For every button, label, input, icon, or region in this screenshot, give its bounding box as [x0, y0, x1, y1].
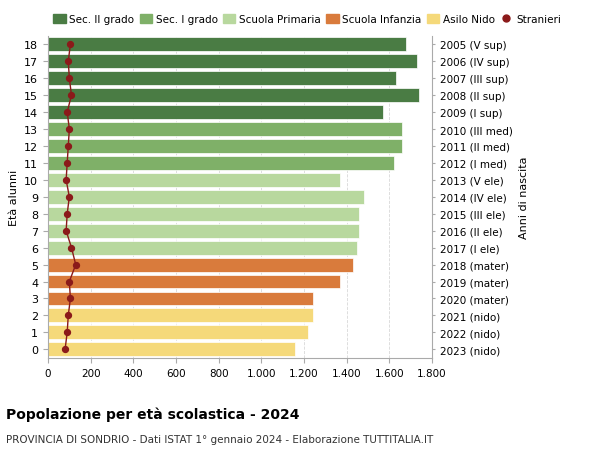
Bar — [48, 292, 313, 306]
Point — [67, 92, 76, 100]
Point — [65, 194, 74, 201]
Bar — [48, 241, 358, 255]
Bar — [48, 275, 340, 289]
Bar — [48, 174, 340, 187]
Point — [65, 126, 74, 134]
Point — [65, 295, 75, 302]
Point — [65, 278, 74, 285]
Point — [62, 109, 72, 117]
Bar — [48, 342, 295, 357]
Point — [61, 177, 71, 184]
Bar — [48, 38, 406, 52]
Text: Popolazione per età scolastica - 2024: Popolazione per età scolastica - 2024 — [6, 406, 299, 421]
Bar — [48, 72, 396, 86]
Bar — [48, 140, 402, 154]
Y-axis label: Anni di nascita: Anni di nascita — [520, 156, 529, 239]
Point — [61, 228, 71, 235]
Point — [65, 41, 75, 49]
Bar — [48, 258, 353, 272]
Point — [65, 75, 74, 83]
Point — [62, 211, 72, 218]
Y-axis label: Età alunni: Età alunni — [8, 169, 19, 225]
Text: PROVINCIA DI SONDRIO - Dati ISTAT 1° gennaio 2024 - Elaborazione TUTTITALIA.IT: PROVINCIA DI SONDRIO - Dati ISTAT 1° gen… — [6, 434, 433, 444]
Bar — [48, 106, 383, 120]
Point — [67, 245, 76, 252]
Bar — [48, 326, 308, 340]
Bar — [48, 190, 364, 204]
Bar — [48, 224, 359, 238]
Bar — [48, 55, 417, 69]
Legend: Sec. II grado, Sec. I grado, Scuola Primaria, Scuola Infanzia, Asilo Nido, Stran: Sec. II grado, Sec. I grado, Scuola Prim… — [53, 15, 561, 25]
Point — [60, 346, 70, 353]
Point — [71, 261, 80, 269]
Bar — [48, 207, 359, 221]
Bar — [48, 123, 402, 137]
Bar — [48, 309, 313, 323]
Point — [62, 329, 72, 336]
Point — [64, 58, 73, 66]
Bar — [48, 157, 394, 170]
Bar — [48, 89, 419, 103]
Point — [64, 143, 73, 150]
Point — [62, 160, 72, 167]
Point — [64, 312, 73, 319]
